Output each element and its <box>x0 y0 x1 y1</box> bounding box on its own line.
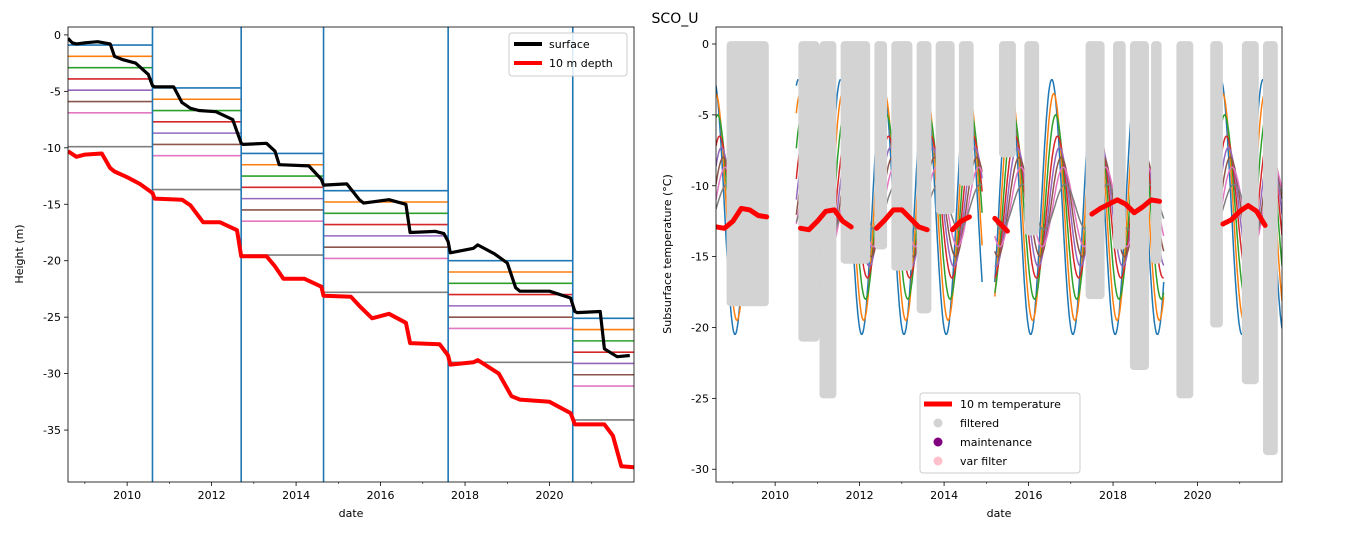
temperature-x-tick-label: 2014 <box>930 489 958 502</box>
height-y-tick-label: -15 <box>43 198 61 211</box>
temperature-10m-line <box>992 215 1010 234</box>
filtered-band <box>1241 41 1259 385</box>
temperature-10m-line <box>950 214 972 233</box>
height-legend: surface 10 m depth <box>508 32 628 77</box>
temperature-y-tick-label: -5 <box>698 109 709 122</box>
temperature-plot-area <box>716 41 1282 456</box>
temperature-x-tick-label: 2010 <box>761 489 789 502</box>
temperature-chart: 2010 2012 2014 2016 2018 2020 0 -5 -10 -15 -20 -25 -… <box>661 26 1283 520</box>
height-x-axis-label: date <box>339 507 364 520</box>
temperature-x-tick-label: 2016 <box>1015 489 1043 502</box>
temperature-x-tick-label: 2012 <box>846 489 874 502</box>
height-x-tick-label: 2014 <box>282 489 310 502</box>
temperature-axes-frame <box>715 26 1283 483</box>
temperature-legend-box <box>919 392 1081 474</box>
depth-10m-line <box>68 149 634 470</box>
filtered-band <box>935 41 955 215</box>
legend-marker <box>933 437 943 447</box>
filtered-band <box>891 41 913 271</box>
filtered-band <box>1176 41 1194 399</box>
filtered-band <box>726 41 769 307</box>
legend-marker <box>933 456 943 466</box>
height-y-tick-label: -30 <box>43 368 61 381</box>
temperature-legend: 10 m temperature filtered maintenance var f… <box>919 392 1081 474</box>
temperature-y-tick-label: -20 <box>691 321 709 334</box>
legend-label: 10 m temperature <box>960 398 1061 411</box>
height-y-tick-label: -20 <box>43 255 61 268</box>
legend-label: filtered <box>960 417 999 430</box>
filtered-band <box>840 41 871 264</box>
temperature-10m-line <box>1220 203 1268 228</box>
legend-label: var filter <box>960 455 1007 468</box>
filtered-band <box>1085 41 1105 300</box>
height-x-tick-label: 2018 <box>451 489 479 502</box>
temperature-y-tick-label: -30 <box>691 463 709 476</box>
height-x-tick-label: 2012 <box>198 489 226 502</box>
surface-line <box>68 37 630 359</box>
filtered-band <box>999 41 1016 158</box>
legend-label: maintenance <box>960 436 1032 449</box>
height-axes-frame <box>67 26 635 483</box>
temperature-y-tick-label: -25 <box>691 392 709 405</box>
temperature-10m-line <box>874 207 930 233</box>
figure-title: SCO_U <box>652 11 699 27</box>
temperature-axes: 2010 2012 2014 2016 2018 2020 0 -5 -10 -15 -20 -25 -… <box>691 38 1241 502</box>
filtered-band <box>1262 41 1278 456</box>
filtered-band <box>958 41 974 186</box>
filtered-band <box>874 41 888 250</box>
height-y-axis-label: Height (m) <box>13 224 26 283</box>
filtered-band <box>1024 41 1040 236</box>
temperature-x-axis-label: date <box>987 507 1012 520</box>
filtered-band <box>1210 41 1223 328</box>
filtered-band <box>916 41 932 314</box>
height-y-tick-label: -10 <box>43 142 61 155</box>
filtered-band <box>798 41 820 342</box>
legend-label: surface <box>549 38 590 51</box>
height-y-tick-label: 0 <box>54 29 61 42</box>
temperature-y-tick-label: 0 <box>702 38 709 51</box>
filtered-band <box>1151 41 1162 264</box>
filtered-band <box>1113 41 1126 250</box>
height-y-tick-label: -35 <box>43 424 61 437</box>
height-x-tick-label: 2016 <box>367 489 395 502</box>
temperature-10m-line <box>716 205 770 231</box>
temperature-10m-line <box>798 207 854 233</box>
filtered-band <box>1129 41 1149 371</box>
temperature-10m-line <box>1089 197 1162 217</box>
temperature-x-tick-label: 2020 <box>1184 489 1212 502</box>
temperature-y-tick-label: -15 <box>691 251 709 264</box>
legend-label: 10 m depth <box>549 57 613 70</box>
height-axes: 2010 2012 2014 2016 2018 2020 0 -5 -10 -15 -20 -25 -… <box>43 29 593 502</box>
temperature-y-axis-label: Subsurface temperature (°C) <box>661 174 674 334</box>
height-y-tick-label: -5 <box>50 85 61 98</box>
height-x-tick-label: 2010 <box>113 489 141 502</box>
filtered-band <box>819 41 837 399</box>
temperature-y-tick-label: -10 <box>691 180 709 193</box>
height-y-tick-label: -25 <box>43 311 61 324</box>
height-x-tick-label: 2020 <box>536 489 564 502</box>
height-plot-area <box>68 27 634 482</box>
height-chart: 2010 2012 2014 2016 2018 2020 0 -5 -10 -15 -20 -25 -… <box>13 26 635 520</box>
legend-marker <box>933 418 943 428</box>
temperature-x-tick-label: 2018 <box>1099 489 1127 502</box>
